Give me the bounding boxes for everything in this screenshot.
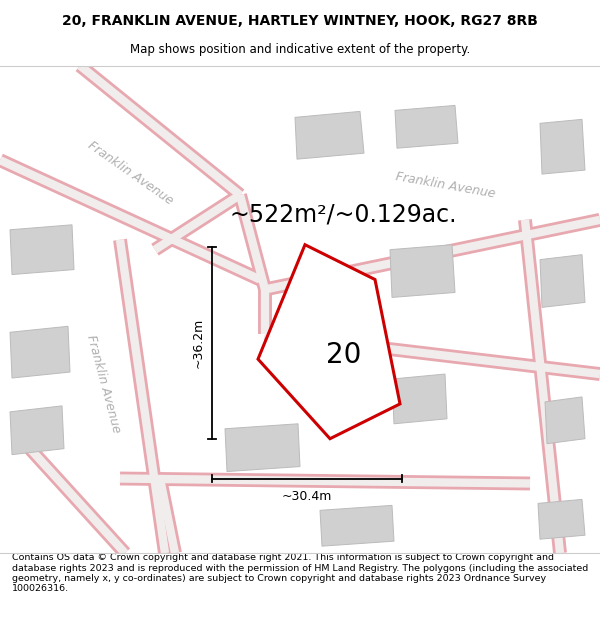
Polygon shape <box>258 245 400 439</box>
Polygon shape <box>295 111 364 159</box>
Polygon shape <box>540 119 585 174</box>
Polygon shape <box>540 254 585 308</box>
Polygon shape <box>545 397 585 444</box>
Text: Franklin Avenue: Franklin Avenue <box>394 170 496 200</box>
Text: Franklin Avenue: Franklin Avenue <box>85 139 175 208</box>
Polygon shape <box>225 424 300 471</box>
Text: 20, FRANKLIN AVENUE, HARTLEY WINTNEY, HOOK, RG27 8RB: 20, FRANKLIN AVENUE, HARTLEY WINTNEY, HO… <box>62 14 538 28</box>
Polygon shape <box>320 506 394 546</box>
Text: Map shows position and indicative extent of the property.: Map shows position and indicative extent… <box>130 42 470 56</box>
Text: ~522m²/~0.129ac.: ~522m²/~0.129ac. <box>230 203 458 227</box>
Polygon shape <box>395 106 458 148</box>
Text: 20: 20 <box>326 341 361 369</box>
Text: Franklin Avenue: Franklin Avenue <box>83 334 122 434</box>
Text: ~36.2m: ~36.2m <box>191 318 205 368</box>
Text: ~30.4m: ~30.4m <box>282 490 332 503</box>
Polygon shape <box>390 245 455 298</box>
Polygon shape <box>392 374 447 424</box>
Polygon shape <box>538 499 585 539</box>
Polygon shape <box>10 406 64 454</box>
Polygon shape <box>10 326 70 378</box>
Text: Contains OS data © Crown copyright and database right 2021. This information is : Contains OS data © Crown copyright and d… <box>12 553 588 593</box>
Polygon shape <box>10 225 74 274</box>
